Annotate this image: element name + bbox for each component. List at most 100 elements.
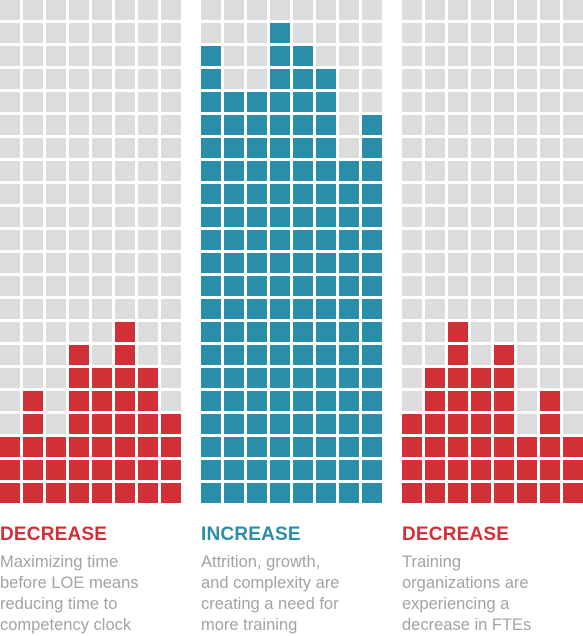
bar-cell-filled — [46, 460, 66, 480]
bar-cell-filled — [425, 483, 445, 503]
description-line: organizations are — [402, 574, 529, 592]
grid-cell-empty — [517, 299, 537, 319]
bar-cell-filled — [46, 483, 66, 503]
bar-cell-filled — [92, 437, 112, 457]
bar-cell-filled — [517, 460, 537, 480]
bar-cell-filled — [92, 483, 112, 503]
grid-cell-empty — [23, 69, 43, 89]
bar-cell-filled — [224, 92, 244, 112]
grid-cell-empty — [402, 368, 422, 388]
grid-cell-empty — [92, 69, 112, 89]
grid-cell-empty — [448, 161, 468, 181]
bar-cell-filled — [224, 368, 244, 388]
bar-cell-filled — [563, 437, 583, 457]
bar-cell-filled — [270, 299, 290, 319]
grid-cell-empty — [115, 161, 135, 181]
grid-cell-empty — [448, 207, 468, 227]
grid-cell-empty — [46, 69, 66, 89]
waffle-grid — [402, 0, 583, 504]
bar-cell-filled — [115, 391, 135, 411]
grid-cell-empty — [115, 276, 135, 296]
bar-cell-filled — [161, 437, 181, 457]
grid-cell-empty — [425, 161, 445, 181]
grid-cell-empty — [0, 322, 20, 342]
bar-cell-filled — [362, 115, 382, 135]
grid-cell-empty — [69, 23, 89, 43]
bar-cell-filled — [362, 230, 382, 250]
panel-description: Maximizing time before LOE means reducin… — [0, 552, 180, 636]
bar-cell-filled — [201, 253, 221, 273]
bar-cell-filled — [138, 414, 158, 434]
grid-cell-empty — [563, 368, 583, 388]
bar-cell-filled — [517, 483, 537, 503]
bar-cell-filled — [540, 391, 560, 411]
bar-cell-filled — [494, 345, 514, 365]
grid-cell-empty — [0, 46, 20, 66]
grid-cell-empty — [0, 23, 20, 43]
grid-cell-empty — [362, 92, 382, 112]
grid-cell-empty — [402, 46, 422, 66]
bar-cell-filled — [402, 437, 422, 457]
grid-cell-empty — [161, 115, 181, 135]
bar-cell-filled — [316, 460, 336, 480]
bar-cell-filled — [270, 115, 290, 135]
grid-cell-empty — [0, 184, 20, 204]
bar-cell-filled — [293, 207, 313, 227]
grid-cell-empty — [517, 391, 537, 411]
grid-cell-empty — [339, 115, 359, 135]
grid-cell-empty — [402, 69, 422, 89]
grid-cell-empty — [69, 207, 89, 227]
grid-cell-empty — [92, 0, 112, 20]
grid-cell-empty — [362, 0, 382, 20]
grid-cell-empty — [46, 161, 66, 181]
grid-cell-empty — [494, 184, 514, 204]
bar-cell-filled — [0, 460, 20, 480]
bar-cell-filled — [247, 322, 267, 342]
grid-cell-empty — [540, 69, 560, 89]
bar-cell-filled — [471, 460, 491, 480]
grid-cell-empty — [517, 161, 537, 181]
bar-cell-filled — [201, 322, 221, 342]
bar-cell-filled — [23, 483, 43, 503]
bar-cell-filled — [316, 414, 336, 434]
grid-cell-empty — [402, 391, 422, 411]
bar-cell-filled — [270, 92, 290, 112]
grid-cell-empty — [161, 92, 181, 112]
grid-cell-empty — [224, 69, 244, 89]
grid-cell-empty — [46, 391, 66, 411]
bar-cell-filled — [517, 437, 537, 457]
grid-cell-empty — [540, 46, 560, 66]
grid-cell-empty — [69, 161, 89, 181]
grid-cell-empty — [448, 253, 468, 273]
bar-cell-filled — [362, 368, 382, 388]
grid-cell-empty — [0, 138, 20, 158]
grid-cell-empty — [46, 0, 66, 20]
bar-cell-filled — [69, 437, 89, 457]
bar-cell-filled — [494, 460, 514, 480]
bar-cell-filled — [316, 437, 336, 457]
grid-cell-empty — [540, 207, 560, 227]
grid-cell-empty — [0, 0, 20, 20]
bar-cell-filled — [161, 414, 181, 434]
description-line: creating a need for — [201, 595, 339, 613]
bar-cell-filled — [293, 184, 313, 204]
bar-cell-filled — [201, 391, 221, 411]
waffle-grid — [0, 0, 182, 504]
grid-cell-empty — [69, 0, 89, 20]
grid-cell-empty — [402, 230, 422, 250]
bar-cell-filled — [339, 414, 359, 434]
bar-cell-filled — [540, 437, 560, 457]
grid-cell-empty — [23, 115, 43, 135]
bar-cell-filled — [69, 483, 89, 503]
grid-cell-empty — [471, 0, 491, 20]
grid-cell-empty — [138, 184, 158, 204]
grid-cell-empty — [563, 161, 583, 181]
grid-cell-empty — [517, 322, 537, 342]
bar-cell-filled — [540, 414, 560, 434]
grid-cell-empty — [563, 23, 583, 43]
bar-cell-filled — [0, 483, 20, 503]
bar-cell-filled — [293, 437, 313, 457]
grid-cell-empty — [92, 161, 112, 181]
panel-description: Attrition, growth, and complexity are cr… — [201, 552, 381, 636]
grid-cell-empty — [0, 414, 20, 434]
